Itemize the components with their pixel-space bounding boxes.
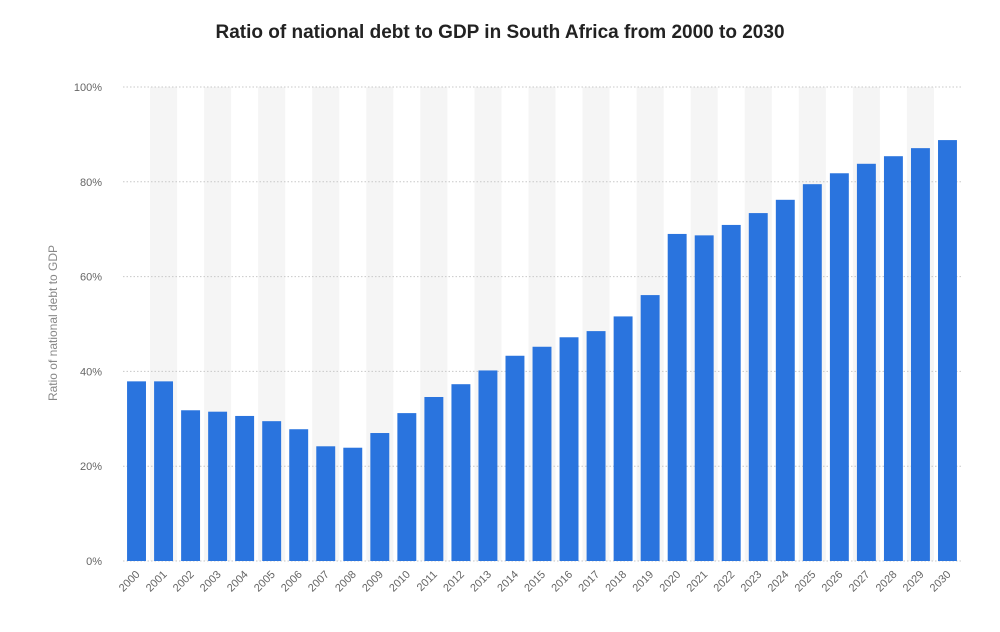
bar-2003[interactable] (208, 411, 228, 561)
bar-2026[interactable] (829, 173, 849, 561)
bar-2018[interactable] (613, 316, 633, 561)
chart-title: Ratio of national debt to GDP in South A… (215, 22, 785, 43)
y-tick-label: 80% (80, 177, 102, 189)
x-tick-label: 2009 (360, 569, 386, 595)
x-tick-label: 2023 (739, 569, 765, 595)
x-tick-label: 2028 (874, 569, 900, 595)
bar-2006[interactable] (289, 429, 309, 561)
bar-2015[interactable] (532, 346, 552, 561)
bar-2023[interactable] (748, 213, 768, 562)
bar-2025[interactable] (802, 184, 822, 562)
bar-2020[interactable] (667, 233, 687, 561)
x-tick-label: 2018 (603, 569, 629, 595)
x-tick-label: 2013 (468, 569, 494, 595)
bars (127, 140, 957, 562)
x-tick-label: 2017 (576, 569, 602, 595)
y-axis-title: Ratio of national debt to GDP (46, 245, 60, 401)
bar-2007[interactable] (316, 446, 336, 561)
bar-2029[interactable] (910, 148, 930, 561)
x-tick-label: 2006 (279, 569, 305, 595)
x-tick-label: 2002 (171, 569, 197, 595)
x-tick-label: 2030 (928, 569, 954, 595)
x-tick-label: 2011 (415, 569, 440, 594)
bar-2004[interactable] (235, 415, 255, 561)
x-tick-label: 2008 (333, 569, 359, 595)
y-tick-label: 0% (86, 556, 102, 568)
x-tick-label: 2019 (630, 569, 656, 595)
bar-2000[interactable] (127, 381, 146, 561)
x-tick-label: 2026 (820, 569, 846, 595)
x-tick-label: 2022 (712, 569, 738, 595)
x-tick-label: 2029 (901, 569, 927, 595)
bar-2022[interactable] (721, 224, 741, 561)
bar-2017[interactable] (586, 331, 606, 561)
bar-2009[interactable] (370, 433, 390, 561)
x-tick-label: 2021 (685, 569, 711, 595)
y-tick-label: 60% (80, 272, 102, 284)
x-tick-label: 2000 (117, 569, 143, 595)
bar-2030[interactable] (938, 140, 957, 561)
x-tick-label: 2005 (252, 569, 278, 595)
bar-2014[interactable] (505, 355, 525, 561)
bar-2016[interactable] (559, 337, 579, 561)
bar-2021[interactable] (694, 235, 714, 561)
x-tick-label: 2010 (387, 569, 413, 595)
bar-2001[interactable] (154, 381, 174, 561)
x-tick-label: 2003 (198, 569, 224, 595)
x-tick-label: 2012 (441, 569, 467, 595)
x-tick-label: 2007 (306, 569, 332, 595)
x-tick-label: 2027 (847, 569, 873, 595)
bar-2005[interactable] (262, 421, 282, 561)
y-tick-label: 40% (80, 366, 102, 378)
x-tick-label: 2024 (766, 569, 792, 595)
bar-2012[interactable] (451, 384, 471, 561)
y-tick-label: 100% (74, 82, 102, 94)
bar-2011[interactable] (424, 396, 444, 561)
bar-2027[interactable] (856, 163, 876, 561)
bar-2010[interactable] (397, 413, 417, 561)
x-tick-label: 2020 (657, 569, 683, 595)
x-axis-tick-labels: 2000 2001 2002 2003 2004 2005 2006 2007 2008 2009… (117, 569, 954, 595)
x-tick-label: 2015 (522, 569, 548, 595)
y-axis-tick-labels: 0% 20% 40% 60% 80% 100% (74, 82, 102, 568)
bar-2028[interactable] (883, 156, 903, 562)
bar-2019[interactable] (640, 295, 660, 561)
x-tick-label: 2016 (549, 569, 575, 595)
x-tick-label: 2014 (495, 569, 521, 595)
y-tick-label: 20% (80, 461, 102, 473)
bar-2013[interactable] (478, 370, 498, 561)
x-tick-label: 2001 (144, 569, 170, 595)
bar-2008[interactable] (343, 447, 363, 561)
bar-2024[interactable] (775, 199, 795, 561)
bar-2002[interactable] (181, 410, 201, 561)
x-tick-label: 2025 (793, 569, 819, 595)
x-tick-label: 2004 (225, 569, 251, 595)
